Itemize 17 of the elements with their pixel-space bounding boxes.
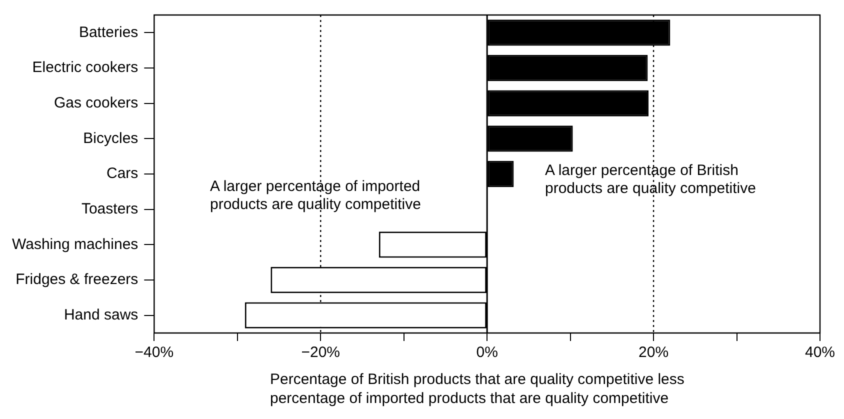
y-tick-label: Gas cookers	[54, 94, 138, 112]
annotation: A larger percentage of imported products are quality competitive	[210, 178, 422, 214]
x-tick-label: 20%	[638, 344, 669, 362]
y-tick-label: Batteries	[78, 24, 138, 41]
x-tick-label: −20%	[301, 344, 340, 362]
y-tick-label: Toasters	[81, 200, 138, 218]
y-tick-label: Washing machines	[12, 236, 138, 253]
y-tick-label: Fridges & freezers	[16, 271, 138, 288]
x-axis-title: Percentage of British products that are quality competitive less percentage of imported products that are quality competitive	[270, 370, 686, 408]
y-tick-label: Cars	[106, 165, 138, 182]
x-tick-label: −40%	[134, 344, 174, 362]
x-tick-label: 0%	[476, 344, 498, 362]
y-tick-label: Bicycles	[83, 130, 138, 147]
x-tick-label: 40%	[804, 344, 836, 362]
annotation: A larger percentage of British products are quality competitive	[545, 162, 757, 198]
y-tick-label: Hand saws	[64, 306, 138, 324]
y-tick-label: Electric cookers	[32, 59, 138, 76]
